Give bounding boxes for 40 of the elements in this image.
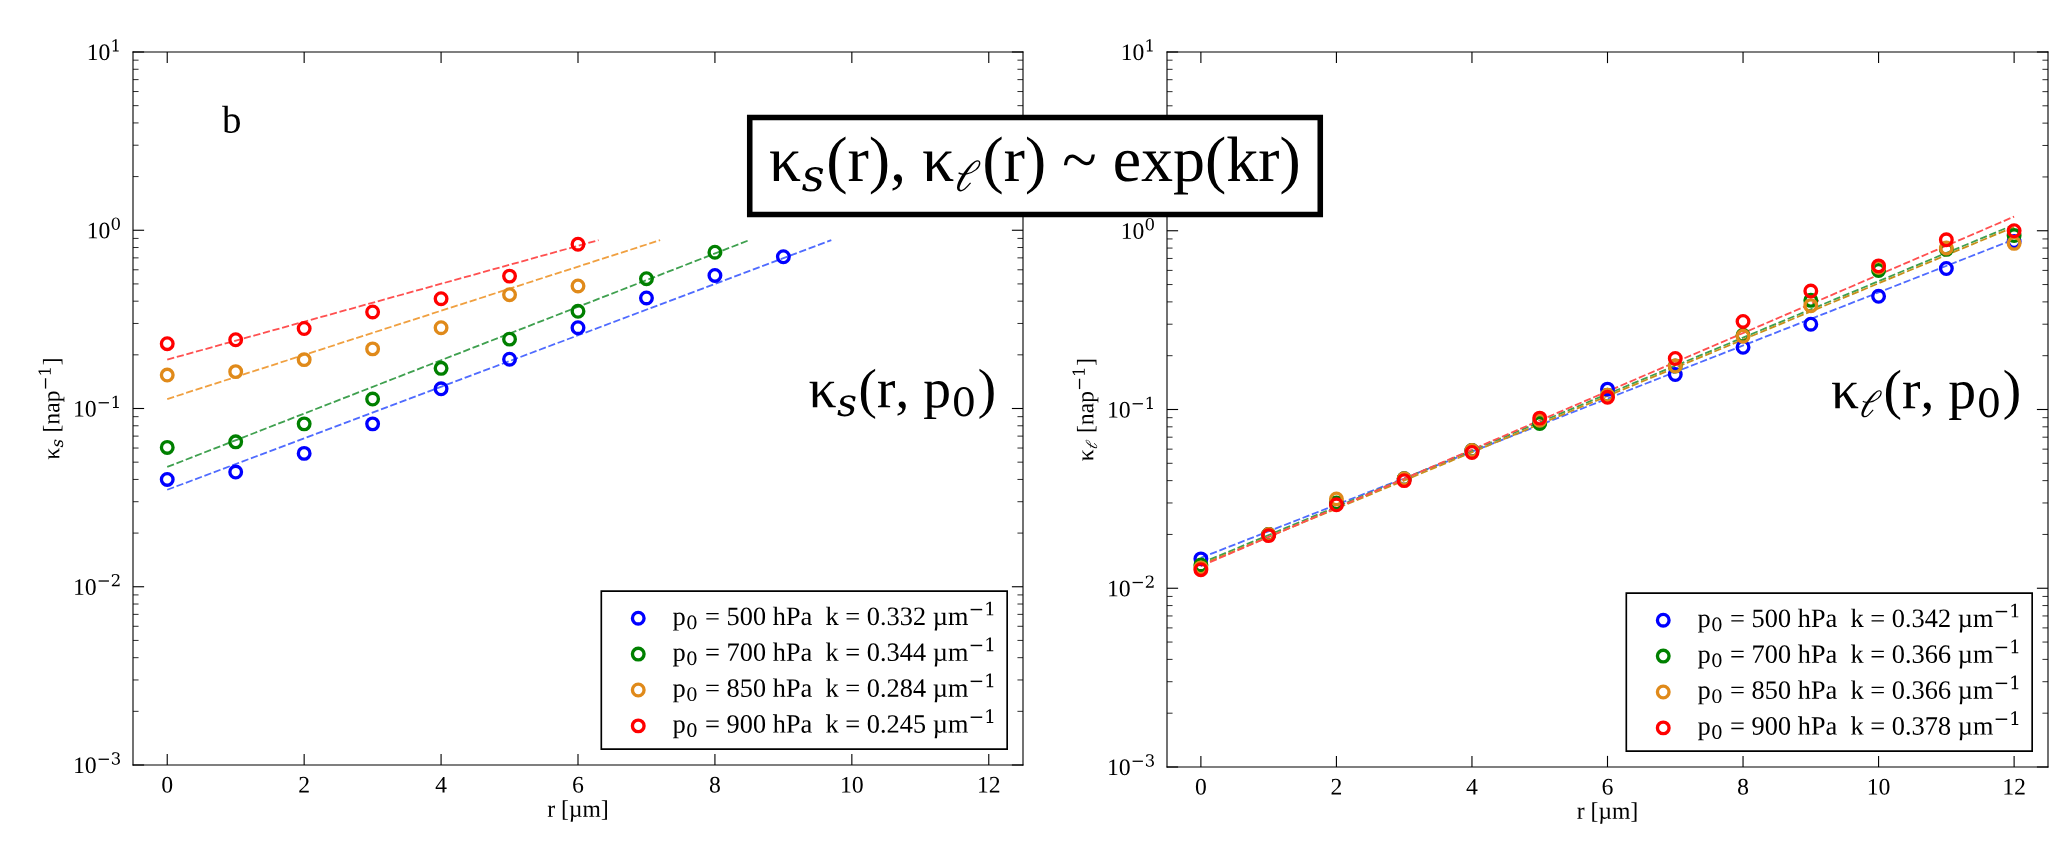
y-tick-label: 10$^{0}$	[88, 217, 120, 239]
x-tick-label: 6	[1602, 778, 1613, 795]
x-tick-label: 12	[979, 776, 1000, 793]
x-tick-label: 4	[435, 776, 447, 793]
legend-label: p$_{0}$ = 500 hPa k = 0.332 µm$^{−1}$	[672, 601, 994, 631]
legend-label: p$_{0}$ = 900 hPa k = 0.245 µm$^{−1}$	[672, 709, 994, 739]
y-tick-label: 10$^{−2}$	[1109, 575, 1154, 597]
annotation: κ$_{s}$(r, p$_{0}$)	[809, 368, 994, 420]
legend-label: p$_{0}$ = 500 hPa k = 0.342 µm$^{−1}$	[1697, 603, 2019, 633]
x-axis-title: r [µm]	[1577, 802, 1637, 824]
annotation: κ$_{s}$(r), κ$_{ℓ}$(r) ~ exp(kr)	[770, 136, 1298, 195]
y-tick-label: 10$^{−3}$	[75, 752, 120, 774]
y-tick-label: 10$^{1}$	[88, 39, 119, 61]
annotation: b	[222, 105, 240, 134]
x-tick-label: 6	[573, 776, 584, 793]
x-tick-label: 8	[709, 776, 720, 793]
y-tick-label: 10$^{−1}$	[75, 395, 119, 417]
x-tick-label: 10	[842, 776, 863, 793]
x-tick-label: 12	[2004, 778, 2025, 795]
legend-label: p$_{0}$ = 900 hPa k = 0.378 µm$^{−1}$	[1697, 711, 2019, 741]
x-tick-label: 0	[162, 776, 173, 793]
legend-label: p$_{0}$ = 700 hPa k = 0.344 µm$^{−1}$	[672, 637, 994, 667]
x-tick-label: 2	[299, 776, 309, 793]
x-axis-title: r [µm]	[547, 800, 607, 822]
x-tick-label: 0	[1195, 778, 1206, 795]
y-tick-label: 10$^{0}$	[1122, 217, 1154, 240]
y-tick-label: 10$^{−1}$	[1109, 396, 1153, 418]
legend-label: p$_{0}$ = 700 hPa k = 0.366 µm$^{−1}$	[1697, 639, 2019, 669]
x-tick-label: 2	[1331, 778, 1342, 795]
x-tick-label: 8	[1738, 778, 1749, 795]
y-tick-label: 10$^{−3}$	[1109, 754, 1154, 776]
legend-label: p$_{0}$ = 850 hPa k = 0.366 µm$^{−1}$	[1697, 675, 2019, 705]
legend-label: p$_{0}$ = 850 hPa k = 0.284 µm$^{−1}$	[672, 673, 994, 703]
y-tick-label: 10$^{1}$	[1122, 39, 1153, 61]
y-axis-title: κ$_{s}$ [nap$^{−1}$]	[38, 359, 65, 460]
x-tick-label: 10	[1868, 778, 1890, 795]
annotation: κ$_{ℓ}$(r, p$_{0}$)	[1832, 369, 2019, 421]
x-tick-label: 4	[1466, 778, 1478, 795]
y-axis-title: κ$_{ℓ}$ [nap$^{−1}$]	[1072, 359, 1099, 461]
y-tick-label: 10$^{−2}$	[75, 573, 120, 596]
